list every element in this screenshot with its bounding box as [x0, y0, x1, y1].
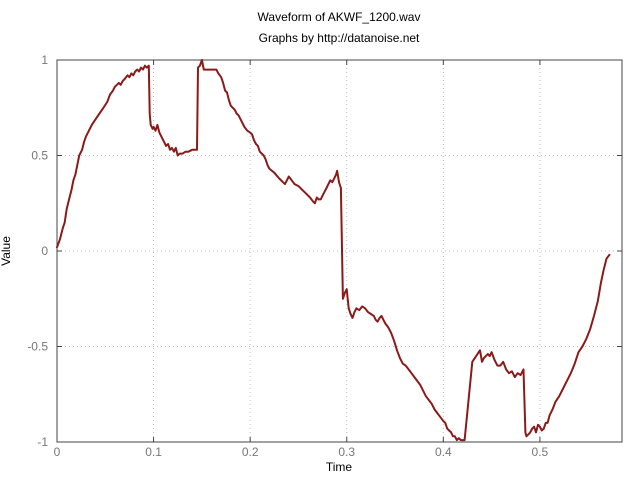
x-tick-label: 0.1: [145, 445, 162, 459]
x-axis-label: Time: [326, 460, 353, 474]
y-tick-label: -1: [37, 435, 48, 449]
x-tick-label: 0.2: [242, 445, 259, 459]
chart-title: Waveform of AKWF_1200.wav: [258, 10, 421, 24]
y-axis-label: Value: [0, 236, 13, 266]
x-tick-label: 0.4: [435, 445, 452, 459]
y-tick-label: -0.5: [27, 340, 48, 354]
x-tick-label: 0.3: [338, 445, 355, 459]
grid: [57, 60, 622, 442]
waveform-series-line: [56, 59, 611, 442]
x-tick-label: 0: [54, 445, 61, 459]
axis-ticks: 0 0.1 0.2 0.3 0.4 0.5 1 0.5 0 -0.5 -1: [27, 53, 622, 459]
series-layer: [56, 59, 611, 442]
chart-subtitle: Graphs by http://datanoise.net: [259, 31, 420, 45]
x-tick-label: 0.5: [532, 445, 549, 459]
y-tick-label: 0.5: [31, 149, 48, 163]
y-tick-label: 0: [41, 244, 48, 258]
y-tick-label: 1: [41, 53, 48, 67]
